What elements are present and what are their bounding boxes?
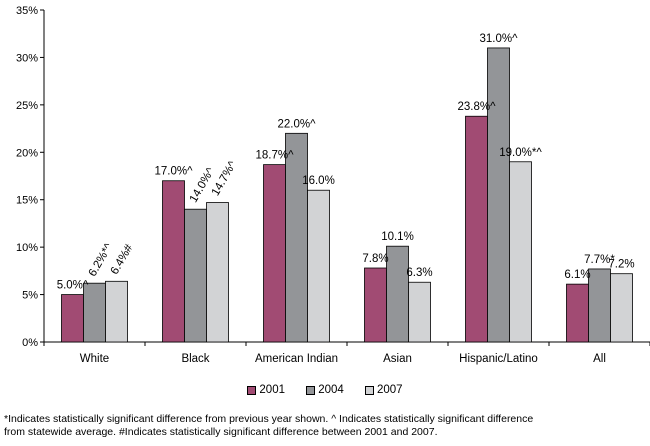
bar-2001 xyxy=(263,164,286,343)
chart-legend: 2001 2004 2007 xyxy=(0,384,650,398)
bar-2001 xyxy=(465,115,488,343)
data-label: 14.7%^ xyxy=(210,159,240,198)
bar-2004 xyxy=(386,245,409,343)
footnote-line-2: from statewide average. #Indicates stati… xyxy=(4,426,438,438)
legend-label-2001: 2001 xyxy=(259,384,285,396)
bar-2004 xyxy=(184,208,207,343)
data-label: 19.0%*^ xyxy=(499,147,542,159)
y-tick-label: 20% xyxy=(16,147,38,159)
y-tick-label: 15% xyxy=(16,195,38,207)
x-category-label: All xyxy=(593,353,606,365)
data-label: 22.0%^ xyxy=(277,118,316,130)
y-tick-label: 5% xyxy=(22,290,38,302)
chart-data-labels: 5.0%^6.2%*^6.4%#17.0%^14.0%^14.7%^18.7%^… xyxy=(57,33,635,292)
bar-2007 xyxy=(105,280,128,343)
legend-swatch-2001 xyxy=(247,385,257,395)
data-label: 6.3% xyxy=(406,267,432,279)
bar-2001 xyxy=(162,180,185,343)
legend-swatch-2004 xyxy=(306,385,316,395)
bar-2001 xyxy=(61,294,84,343)
data-label: 10.1% xyxy=(381,231,414,243)
data-label: 7.7%* xyxy=(584,254,615,266)
x-category-label: American Indian xyxy=(255,353,338,365)
y-tick-label: 0% xyxy=(22,337,38,349)
bar-2007 xyxy=(307,189,330,343)
bar-2007 xyxy=(610,273,633,343)
x-category-label: Asian xyxy=(383,353,412,365)
bar-2004 xyxy=(588,268,611,343)
chart-footnote: *Indicates statistically significant dif… xyxy=(4,413,648,439)
data-label: 31.0%^ xyxy=(479,33,518,45)
legend-item-2004: 2004 xyxy=(306,384,344,396)
bar-2004 xyxy=(285,132,308,343)
data-label: 5.0%^ xyxy=(57,280,89,292)
x-category-label: Black xyxy=(181,353,209,365)
footnote-line-1: *Indicates statistically significant dif… xyxy=(4,413,534,425)
data-label: 18.7%^ xyxy=(255,150,294,162)
chart-bars xyxy=(61,47,633,343)
bar-2001 xyxy=(566,283,589,343)
legend-label-2007: 2007 xyxy=(377,384,403,396)
legend-item-2001: 2001 xyxy=(247,384,285,396)
bar-2001 xyxy=(364,267,387,343)
bar-2004 xyxy=(83,282,106,343)
bar-2004 xyxy=(487,47,510,343)
data-label: 16.0% xyxy=(302,175,335,187)
data-label: 7.8% xyxy=(362,253,388,265)
bar-2007 xyxy=(509,161,532,343)
data-label: 17.0%^ xyxy=(154,166,193,178)
legend-swatch-2007 xyxy=(365,385,374,395)
bar-2007 xyxy=(408,281,431,343)
bar-chart: 5.0%^6.2%*^6.4%#17.0%^14.0%^14.7%^18.7%^… xyxy=(16,5,650,365)
chart-axes xyxy=(43,10,650,343)
x-category-label: White xyxy=(80,353,109,365)
legend-item-2007: 2007 xyxy=(365,384,403,396)
y-tick-label: 35% xyxy=(16,5,38,17)
y-axis-ticks: 0% 5% 10% 15% 20% 25% 30% 35% xyxy=(16,5,44,349)
legend-label-2004: 2004 xyxy=(318,384,344,396)
data-label: 7.2% xyxy=(608,259,634,271)
bar-2007 xyxy=(206,202,229,343)
y-tick-label: 10% xyxy=(16,242,38,254)
x-category-label: Hispanic/Latino xyxy=(459,353,538,365)
y-tick-label: 25% xyxy=(16,100,38,112)
x-axis-categories: White Black American Indian Asian Hispanic/L… xyxy=(43,342,650,365)
data-label: 6.1% xyxy=(564,269,590,281)
y-tick-label: 30% xyxy=(16,52,38,64)
data-label: 23.8%^ xyxy=(457,101,496,113)
